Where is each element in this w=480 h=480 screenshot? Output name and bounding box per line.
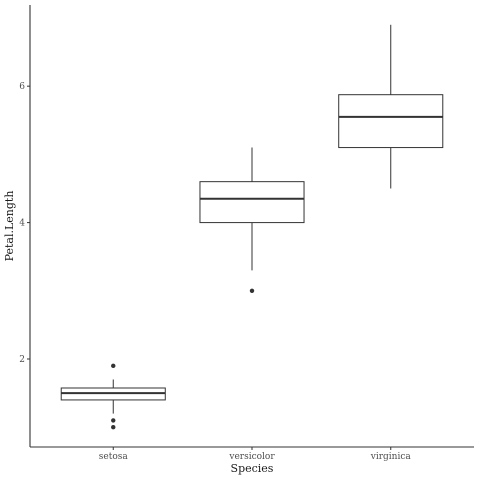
outlier-point: [111, 425, 116, 430]
outlier-point: [111, 418, 116, 423]
y-axis-title: Petal.Length: [3, 191, 16, 262]
outlier-point: [111, 363, 116, 369]
y-tick-label: 6: [19, 82, 25, 92]
box-body: [338, 94, 444, 149]
x-ticks-layer: setosa versicolor virginica: [99, 447, 412, 462]
box-body: [199, 181, 305, 224]
box-group-versicolor: [199, 147, 305, 293]
x-tick-label: virginica: [370, 452, 412, 462]
x-tick-label: setosa: [99, 452, 129, 462]
box-group-setosa: [60, 363, 166, 430]
boxes-layer: [60, 24, 444, 430]
y-tick-label: 2: [19, 355, 25, 365]
x-axis-title: Species: [231, 462, 274, 475]
x-tick-label: versicolor: [228, 452, 275, 462]
y-ticks-layer: 2 4 6: [19, 82, 30, 365]
y-tick-label: 4: [19, 219, 25, 229]
outlier-point: [249, 288, 255, 293]
box-group-virginica: [338, 24, 444, 189]
